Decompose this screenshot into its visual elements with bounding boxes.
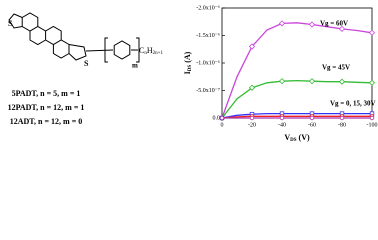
x-tick-label: -20: [248, 122, 256, 128]
marker: [309, 115, 315, 121]
series-line: [221, 79, 373, 119]
marker: [369, 115, 375, 121]
marker: [338, 25, 346, 32]
series-line: [221, 22, 373, 119]
chain-h: H: [147, 46, 153, 55]
series-line: [221, 115, 372, 119]
y-axis-label: IDS (A): [183, 51, 193, 74]
marker: [248, 43, 256, 50]
marker: [279, 115, 285, 121]
y-tick-label: -1.0x10⁻⁶: [196, 60, 220, 66]
figure: S S CnH2n+1 m 5PADT, n = 5, m = 1 12PADT…: [8, 5, 378, 143]
x-label-unit: (V): [299, 133, 310, 142]
chart: 0.0 -5.0x10⁻⁷ -1.0x10⁻⁶ -1.5x10⁻⁶ -2.0x10⁻⁶ 0…: [183, 5, 378, 143]
marker: [339, 115, 345, 121]
marker: [248, 84, 256, 91]
marker: [278, 78, 286, 85]
marker: [308, 78, 316, 85]
y-tick-label: -2.0x10⁻⁶: [196, 5, 220, 11]
compound-label: 12ADT, n = 12, m = 0: [10, 117, 83, 126]
x-tick-label: -40: [278, 122, 286, 128]
chain-c: C: [139, 46, 144, 55]
y-tick-label: 0.0: [213, 115, 221, 121]
x-label-symbol: V: [284, 133, 290, 142]
y-label-symbol: I: [183, 71, 192, 74]
annotation: Vg = 60V: [320, 20, 348, 28]
x-tick-label: -60: [308, 122, 316, 128]
chain-n: n: [144, 51, 147, 56]
marker: [368, 29, 376, 36]
x-tick-label: -100: [367, 122, 378, 128]
molecule-structure: S S CnH2n+1 m 5PADT, n = 5, m = 1 12PADT…: [8, 12, 163, 126]
atom-label: S: [84, 59, 89, 68]
marker: [249, 115, 255, 121]
x-axis-label: VDS (V): [284, 133, 310, 143]
series-line: [221, 112, 372, 119]
compound-label: 5PADT, n = 5, m = 1: [12, 89, 81, 98]
chain-label: CnH2n+1: [139, 46, 163, 56]
y-tick-label: -5.0x10⁻⁷: [196, 88, 220, 94]
x-tick-label: -80: [338, 122, 346, 128]
repeat-label: m: [132, 62, 138, 70]
marker: [219, 115, 225, 121]
atom-label: S: [8, 19, 13, 28]
marker: [308, 21, 316, 28]
marker: [278, 20, 286, 27]
annotation: Vg = 0, 15, 30V: [330, 100, 376, 108]
marker: [368, 79, 376, 86]
annotation: Vg = 45V: [322, 64, 350, 72]
y-label-sub: DS: [188, 65, 193, 72]
x-tick-label: 0: [221, 122, 224, 128]
x-label-sub: DS: [290, 138, 297, 143]
marker: [338, 78, 346, 85]
ring-bonds: [8, 12, 140, 63]
compound-label: 12PADT, n = 12, m = 1: [8, 103, 85, 112]
y-label-unit: (A): [183, 51, 192, 62]
y-tick-label: -1.5x10⁻⁶: [196, 33, 220, 39]
chain-sub: 2n+1: [153, 51, 164, 56]
